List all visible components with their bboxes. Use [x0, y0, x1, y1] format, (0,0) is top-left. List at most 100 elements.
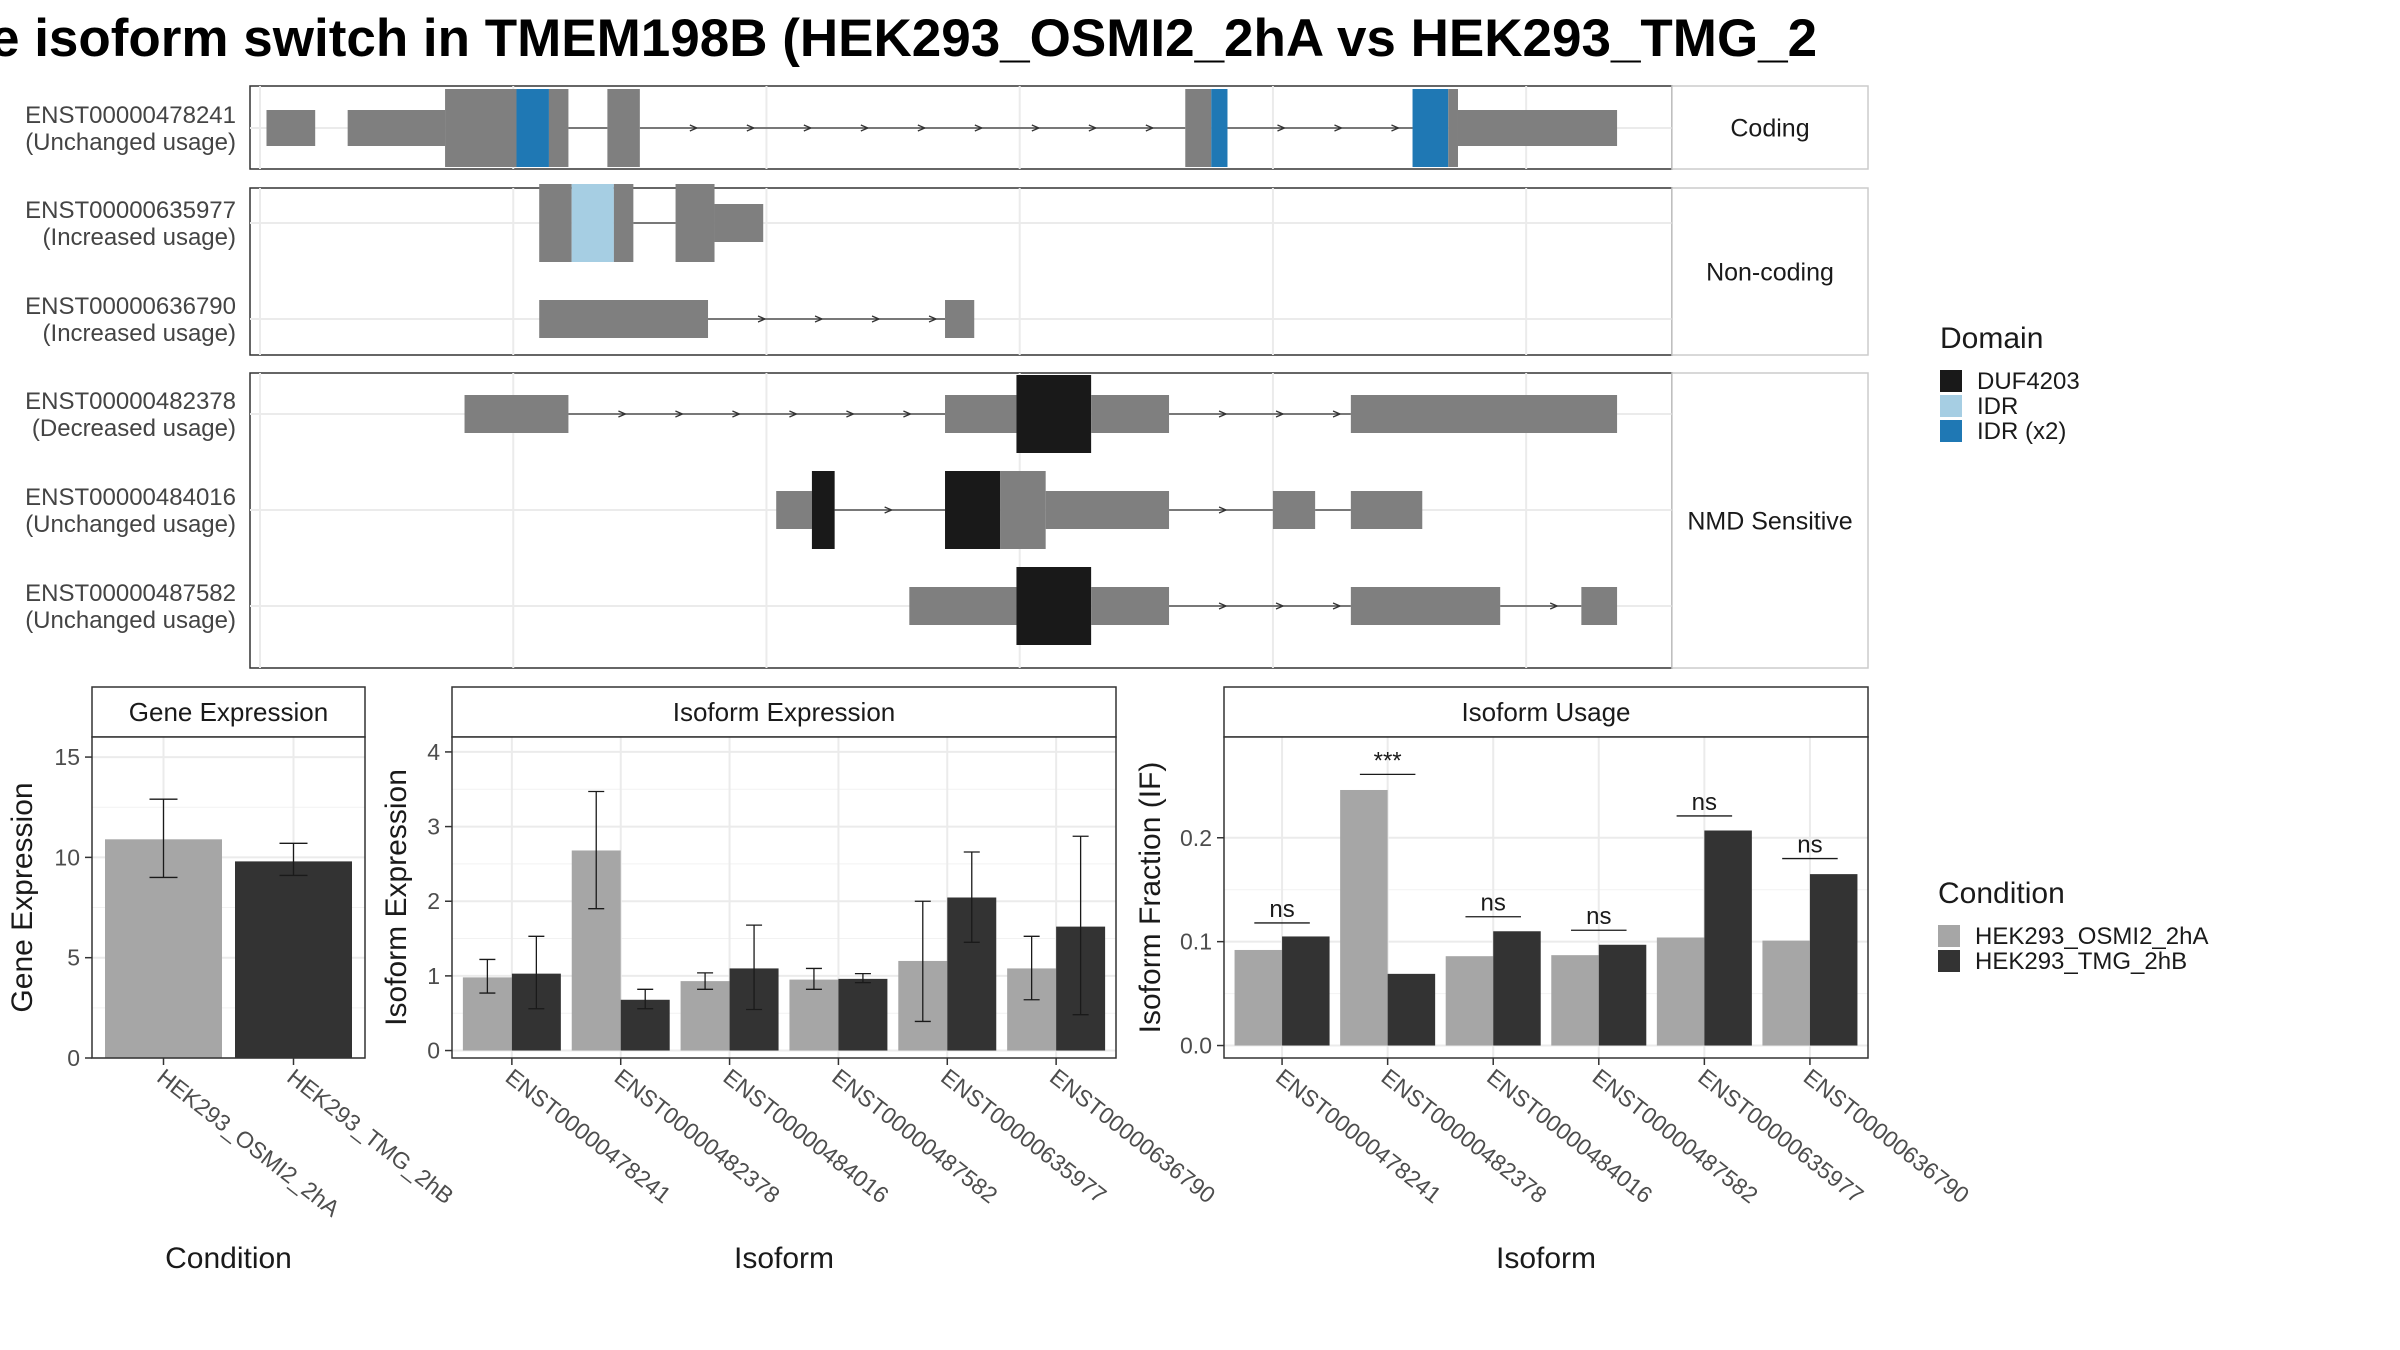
intron-arrow — [903, 410, 913, 418]
transcript-ENST00000636790: ENST00000636790(Increased usage) — [25, 293, 975, 347]
plot-frame — [451, 736, 1117, 1059]
bar — [1387, 973, 1436, 1046]
transcript-ENST00000635977: ENST00000635977(Increased usage) — [25, 184, 764, 262]
plot-frame — [1223, 736, 1869, 1059]
legend-label: IDR (x2) — [1977, 418, 2066, 445]
transcript-usage: (Unchanged usage) — [25, 511, 236, 538]
significance-label: ns — [1269, 896, 1294, 923]
legend-label: IDR — [1977, 393, 2018, 420]
exon — [675, 184, 715, 262]
transcript-ENST00000478241: ENST00000478241(Unchanged usage) — [25, 89, 1618, 167]
x-axis-title: Condition — [165, 1242, 292, 1275]
y-tick-label: 0.2 — [1180, 825, 1212, 851]
legend-key-cond_B — [1938, 950, 1960, 972]
exon — [1045, 491, 1170, 529]
exon — [1350, 395, 1618, 433]
domain-segment — [571, 184, 614, 262]
y-axis-title: Isoform Fraction (IF) — [1134, 762, 1167, 1034]
intron-arrow — [871, 315, 881, 323]
transcript-id: ENST00000484016 — [25, 484, 236, 511]
x-axis-title: Isoform — [1496, 1242, 1596, 1275]
y-tick-label: 3 — [427, 814, 440, 840]
chart-2: Isoform Usage0.00.10.2ns***nsnsnsnsENST0… — [1134, 686, 1974, 1275]
intron-arrow — [1332, 410, 1342, 418]
intron-arrow — [1145, 124, 1155, 132]
bar — [680, 981, 730, 1051]
intron-arrow — [1275, 410, 1285, 418]
figure-title: e isoform switch in TMEM198B (HEK293_OSM… — [0, 9, 1817, 68]
intron-arrow — [1275, 602, 1285, 610]
exon — [1272, 491, 1316, 529]
legend-label: DUF4203 — [1977, 368, 2080, 395]
domain-segment — [811, 471, 835, 549]
panel-label: NMD Sensitive — [1687, 508, 1852, 536]
transcript-ENST00000487582: ENST00000487582(Unchanged usage) — [25, 567, 1618, 645]
domain-segment — [945, 471, 1001, 549]
chart-1: Isoform Expression01234ENST00000478241EN… — [380, 686, 1220, 1275]
y-tick-label: 1 — [427, 963, 440, 989]
intron-arrow — [917, 124, 927, 132]
intron-arrow — [732, 410, 742, 418]
transcript-id: ENST00000478241 — [25, 102, 236, 129]
exon — [607, 89, 640, 167]
y-tick-label: 0.1 — [1180, 929, 1212, 955]
y-tick-label: 0 — [67, 1045, 80, 1071]
transcript-id: ENST00000635977 — [25, 197, 236, 224]
exon — [1581, 587, 1618, 625]
transcript-ENST00000484016: ENST00000484016(Unchanged usage) — [25, 471, 1423, 549]
bar — [1234, 949, 1283, 1046]
intron-arrow — [803, 124, 813, 132]
legend-label: HEK293_TMG_2hB — [1975, 948, 2187, 975]
chart-title: Gene Expression — [129, 697, 328, 727]
legend-title: Condition — [1938, 877, 2065, 910]
exon — [548, 89, 569, 167]
exon — [1091, 395, 1170, 433]
intron-arrow — [1031, 124, 1041, 132]
transcript-usage: (Increased usage) — [43, 224, 236, 251]
bar — [838, 978, 888, 1051]
exon — [945, 395, 1017, 433]
transcript-usage: (Unchanged usage) — [25, 129, 236, 156]
chart-title: Isoform Expression — [673, 697, 896, 727]
y-axis-title: Gene Expression — [6, 782, 39, 1012]
chart-title: Isoform Usage — [1461, 697, 1630, 727]
exon — [1350, 587, 1501, 625]
bar — [1809, 874, 1858, 1046]
y-tick-label: 15 — [54, 744, 80, 770]
intron-arrow — [860, 124, 870, 132]
intron-arrow — [1549, 602, 1559, 610]
y-tick-label: 0 — [427, 1038, 440, 1064]
chart-strip — [451, 686, 1117, 738]
intron-arrow — [1332, 602, 1342, 610]
y-tick-label: 0.0 — [1180, 1033, 1212, 1059]
bar — [789, 979, 839, 1051]
chart-strip — [91, 686, 366, 738]
legend-key-DUF4203 — [1940, 370, 1962, 392]
significance-label: ns — [1797, 832, 1822, 859]
intron-arrow — [846, 410, 856, 418]
plot-bg — [452, 737, 1116, 1058]
y-tick-label: 5 — [67, 945, 80, 971]
bar — [1340, 789, 1388, 1046]
intron-arrow — [814, 315, 824, 323]
bar — [235, 861, 352, 1058]
intron-arrow — [974, 124, 984, 132]
panel-strip — [1671, 187, 1869, 356]
structure-panel-2: NMD Sensitive ENST00000482378(Decreased u… — [25, 372, 1869, 669]
domain-segment — [516, 89, 549, 167]
bar — [1282, 936, 1330, 1046]
intron-arrow — [746, 124, 756, 132]
structure-panel-0: Coding ENST00000478241(Unchanged usage) — [25, 85, 1869, 170]
intron-arrow — [675, 410, 685, 418]
transcript-usage: (Unchanged usage) — [25, 607, 236, 634]
plot-bg — [1224, 737, 1868, 1058]
chart-strip — [1223, 686, 1869, 738]
legend-key-IDR — [1940, 395, 1962, 417]
intron-arrow — [789, 410, 799, 418]
exon — [945, 300, 975, 338]
transcript-id: ENST00000636790 — [25, 293, 236, 320]
exon — [613, 184, 634, 262]
